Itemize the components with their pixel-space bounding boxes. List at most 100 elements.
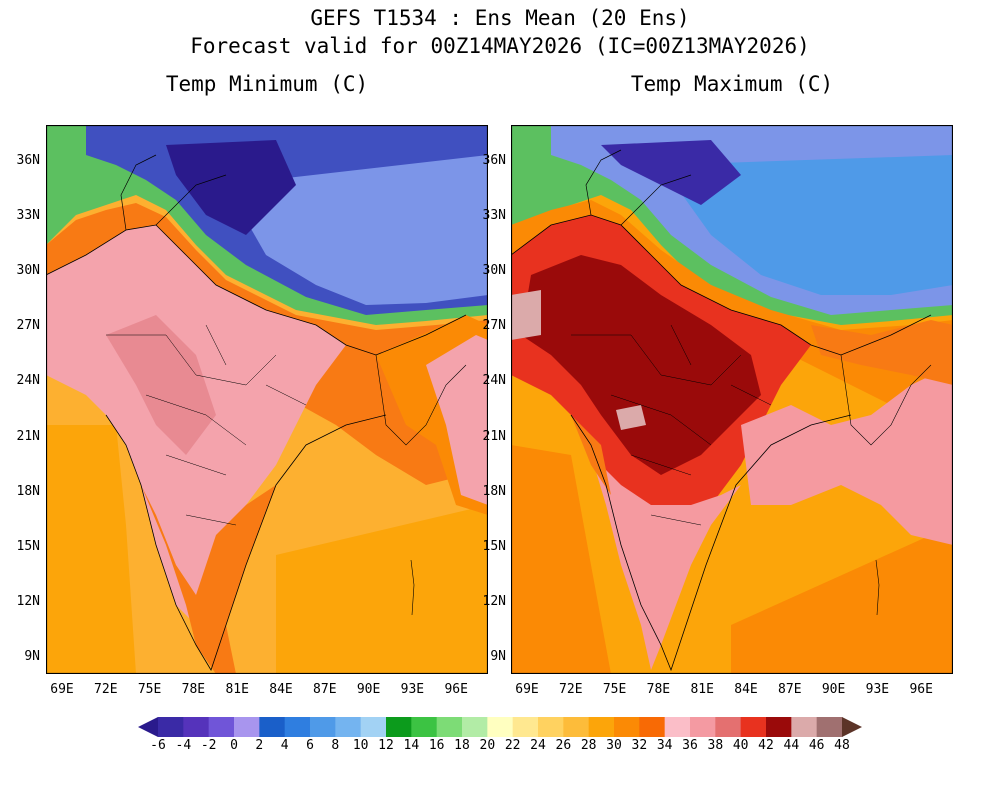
lon-tick-label: 87E (313, 682, 337, 697)
colorbar-segment (234, 717, 260, 737)
colorbar-tick-label: 32 (631, 738, 648, 753)
colorbar-tick-label: 22 (504, 738, 521, 753)
lon-tick-label: 90E (356, 682, 381, 697)
colorbar-segment (538, 717, 564, 737)
colorbar-segment (664, 717, 691, 737)
colorbar-segment (360, 717, 387, 737)
colorbar-tick-label: 16 (428, 738, 445, 753)
lon-tick-label: 87E (778, 682, 802, 697)
island (410, 559, 415, 616)
colorbar-segment (386, 717, 412, 737)
lat-tick-label: 33N (16, 208, 40, 224)
colorbar-tick-label: 36 (682, 738, 698, 753)
border-line (511, 214, 932, 356)
lat-tick-label: 27N (482, 318, 506, 334)
colorbar-tick-label: 6 (306, 738, 314, 753)
coastline (105, 414, 387, 671)
map-panel-tmax (511, 125, 953, 674)
lat-tick-label: 18N (16, 483, 40, 499)
lat-tick-label: 9N (24, 648, 40, 664)
colorbar-segment (284, 717, 311, 737)
lon-tick-label: 90E (821, 682, 846, 697)
lon-tick-label: 75E (137, 682, 162, 697)
colorbar-tick-label: 38 (707, 738, 724, 753)
ocean-shade (731, 525, 953, 674)
colorbar-tick-label: 34 (656, 738, 673, 753)
lat-tick-label: 18N (482, 483, 506, 499)
colorbar-tick-label: 44 (783, 738, 800, 753)
border-line (46, 224, 467, 356)
state-lines (106, 324, 307, 526)
colorbar-segment (740, 717, 767, 737)
lat-tick-label: 21N (482, 428, 506, 444)
lon-tick-label: 93E (865, 682, 890, 697)
lon-tick-label: 81E (690, 682, 714, 697)
lon-tick-label: 75E (602, 682, 627, 697)
lon-tick-label: 78E (646, 682, 671, 697)
colorbar-segment (462, 717, 488, 737)
chart-title-line1: GEFS T1534 : Ens Mean (20 Ens) (310, 6, 690, 30)
lat-tick-label: 24N (482, 373, 506, 389)
colorbar-tick-label: -4 (175, 738, 192, 753)
colorbar-segment (563, 717, 590, 737)
lon-tick-label: 84E (734, 682, 758, 697)
colorbar-tick-label: 24 (530, 738, 546, 753)
colorbar-tick-label: 2 (255, 738, 264, 753)
colorbar-segment (639, 717, 666, 737)
colorbar-tick-label: 14 (403, 738, 420, 753)
lon-tick-label: 72E (94, 682, 118, 697)
lat-tick-label: 15N (16, 538, 40, 554)
colorbar-tick-label: 30 (606, 738, 622, 753)
colorbar-tick-label: 10 (352, 738, 369, 753)
plateau-blue (661, 155, 953, 295)
heat-patch (616, 405, 646, 430)
colorbar-segment (766, 717, 792, 737)
colorbar-tick-label: 48 (834, 738, 850, 753)
colorbar-tick-label: 46 (808, 738, 825, 753)
colorbar (138, 717, 862, 737)
lon-tick-label: 96E (444, 682, 468, 697)
colorbar-tick-label: 0 (230, 738, 238, 753)
plateau-light (226, 155, 488, 305)
colorbar-tick-label: 18 (454, 738, 470, 753)
colorbar-tick-label: 8 (331, 738, 340, 753)
lat-tick-label: 33N (482, 208, 506, 224)
lat-tick-label: 30N (16, 263, 40, 279)
border-line (120, 154, 227, 231)
border-line (840, 354, 932, 446)
colorbar-segment (816, 717, 843, 737)
border-line (375, 354, 467, 446)
lat-tick-label: 36N (482, 153, 506, 168)
lat-tick-label: 12N (482, 593, 506, 609)
lon-tick-label: 93E (400, 682, 425, 697)
colorbar-tick-label: 20 (479, 738, 496, 753)
colorbar-segment (436, 717, 463, 737)
island (875, 559, 880, 616)
colorbar-segment (310, 717, 336, 737)
colorbar-arrow-low (138, 717, 158, 737)
colorbar-segment (614, 717, 640, 737)
map-panel-tmin (46, 125, 488, 674)
lat-tick-label: 21N (16, 428, 40, 444)
heat-patch (511, 290, 541, 340)
lon-tick-label: 69E (515, 682, 539, 697)
colorbar-arrow-high (842, 717, 862, 737)
colorbar-tick-label: 40 (732, 738, 749, 753)
colorbar-segment (690, 717, 716, 737)
colorbar-tick-label: 4 (280, 738, 289, 753)
ne-orange (811, 320, 953, 385)
colorbar-segment (411, 717, 438, 737)
coastline (570, 414, 852, 672)
lon-tick-label: 78E (181, 682, 206, 697)
colorbar-segment (588, 717, 615, 737)
land-shade-min (106, 315, 216, 455)
lat-tick-label: 27N (16, 318, 40, 334)
plateau-dark (601, 140, 741, 205)
lat-tick-label: 36N (16, 153, 40, 168)
colorbar-tick-label: -6 (150, 738, 166, 753)
colorbar-tick-label: 28 (580, 738, 597, 753)
colorbar-segment (487, 717, 514, 737)
lon-tick-label: 84E (269, 682, 293, 697)
lat-tick-label: 15N (482, 538, 506, 554)
colorbar-tick-label: 12 (378, 738, 394, 753)
